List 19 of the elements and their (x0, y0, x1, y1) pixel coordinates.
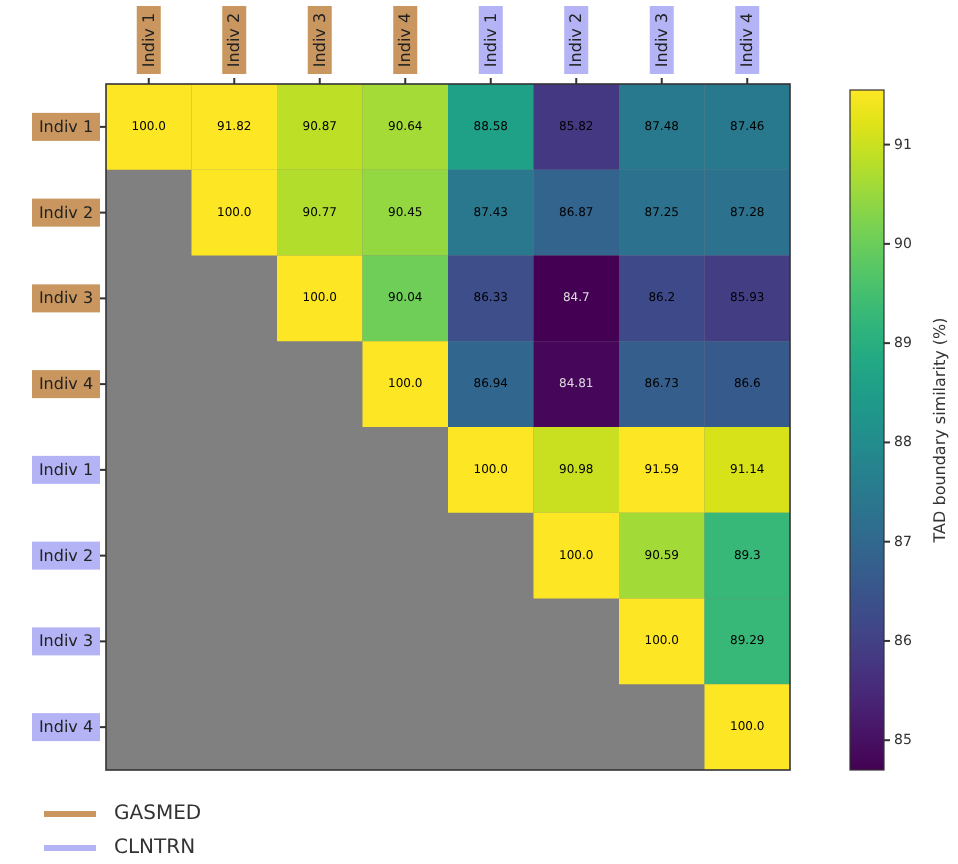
x-tick-label: Indiv 2 (225, 12, 244, 68)
y-tick-label: Indiv 3 (38, 289, 94, 308)
y-tick-label: Indiv 4 (38, 718, 94, 737)
x-tick-label: Indiv 3 (652, 12, 671, 68)
y-tick-label: Indiv 1 (38, 117, 94, 136)
x-tick-label: Indiv 2 (567, 12, 586, 68)
y-tick-label: Indiv 1 (38, 460, 94, 479)
y-tick-label: Indiv 4 (38, 375, 94, 394)
text: GASMED (114, 803, 202, 825)
x-tick-label: Indiv 1 (139, 12, 158, 68)
color-bar-title: TAD boundary similarity (%) (931, 317, 949, 545)
y-tick-label: Indiv 2 (38, 546, 94, 565)
y-tick-label: Indiv 3 (38, 632, 94, 651)
y-tick-label: Indiv 2 (38, 203, 94, 222)
x-tick-label: Indiv 4 (738, 12, 757, 68)
x-tick-label: Indiv 3 (310, 12, 329, 68)
x-tick-label: Indiv 4 (396, 12, 415, 68)
text: CLNTRN (114, 837, 196, 859)
x-tick-label: Indiv 1 (481, 12, 500, 68)
